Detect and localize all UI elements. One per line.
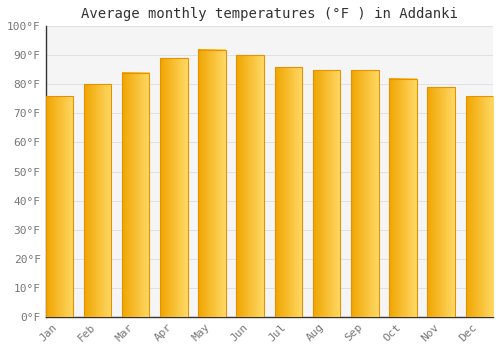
Bar xyxy=(274,67,302,317)
Bar xyxy=(160,58,188,317)
Bar xyxy=(84,84,111,317)
Bar xyxy=(351,70,378,317)
Bar xyxy=(236,55,264,317)
Title: Average monthly temperatures (°F ) in Addanki: Average monthly temperatures (°F ) in Ad… xyxy=(81,7,458,21)
Bar xyxy=(122,73,150,317)
Bar xyxy=(466,96,493,317)
Bar xyxy=(46,96,73,317)
Bar xyxy=(313,70,340,317)
Bar xyxy=(389,78,416,317)
Bar xyxy=(428,87,455,317)
Bar xyxy=(198,49,226,317)
